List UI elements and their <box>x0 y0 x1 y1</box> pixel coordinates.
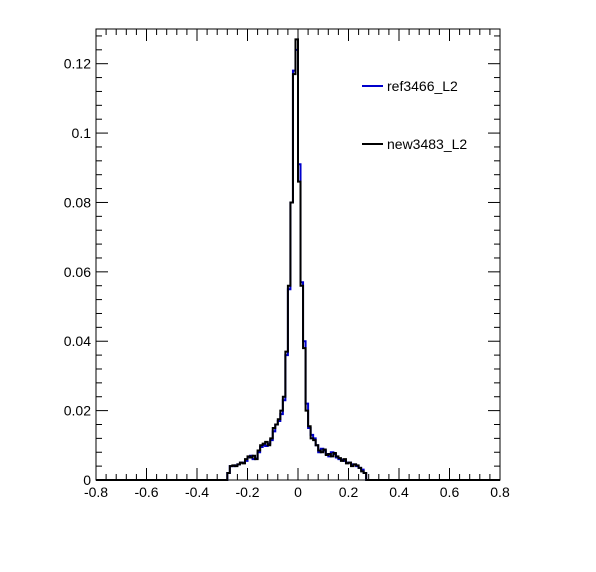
legend-label: new3483_L2 <box>387 136 467 152</box>
x-axis-ticks <box>95 29 501 480</box>
legend: ref3466_L2 new3483_L2 <box>362 78 467 152</box>
x-axis-tick-labels: -0.8 -0.6 -0.4 -0.2 0 0.2 0.4 0.6 0.8 <box>84 484 510 500</box>
y-tick-label: 0.1 <box>72 125 92 141</box>
series-layer <box>96 38 500 481</box>
y-tick-label: 0.12 <box>64 56 91 72</box>
series-line-new3483_L2 <box>96 38 500 481</box>
legend-label: ref3466_L2 <box>387 78 458 94</box>
x-tick-label: -0.8 <box>84 484 108 500</box>
y-tick-label: 0.02 <box>64 403 91 419</box>
x-tick-label: 0.6 <box>440 484 460 500</box>
y-tick-label: 0.06 <box>64 264 91 280</box>
y-tick-label: 0.08 <box>64 194 91 210</box>
y-tick-label: 0 <box>83 472 91 488</box>
x-tick-label: -0.2 <box>235 484 259 500</box>
x-tick-label: -0.4 <box>185 484 209 500</box>
x-tick-label: 0.8 <box>490 484 510 500</box>
x-tick-label: -0.6 <box>134 484 158 500</box>
y-tick-label: 0.04 <box>64 333 91 349</box>
x-tick-label: 0 <box>294 484 302 500</box>
x-tick-label: 0.4 <box>389 484 409 500</box>
y-axis-tick-labels: 0 0.02 0.04 0.06 0.08 0.1 0.12 <box>64 56 91 488</box>
x-tick-label: 0.2 <box>339 484 359 500</box>
